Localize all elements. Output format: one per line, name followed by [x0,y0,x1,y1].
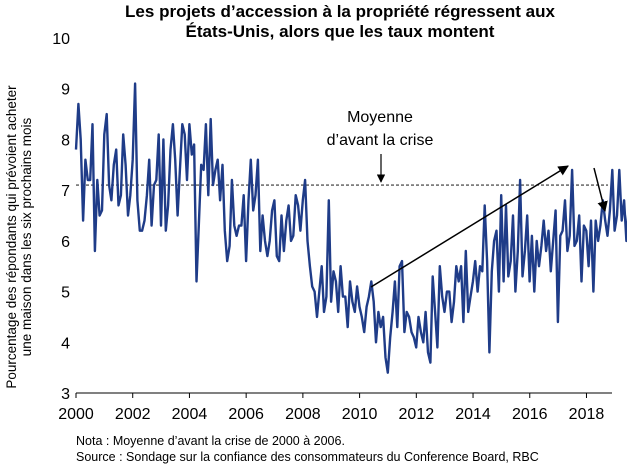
series-line [74,82,627,374]
y-tick-label: 7 [61,183,70,200]
source-text: Source : Sondage sur la confiance des co… [76,450,539,464]
y-tick-label: 6 [61,234,70,251]
x-tick-label: 2010 [342,406,378,423]
x-tick-label: 2004 [172,406,208,423]
x-tick-label: 2000 [58,406,94,423]
series-group [74,82,627,374]
annotation-group: Moyenne d’avant la crise [327,109,608,288]
y-tick-label: 5 [61,285,70,302]
chart-title: Les projets d’accession à la propriété r… [70,2,610,42]
annotation-text-line-1: Moyenne [347,109,413,126]
annotation-text-line-2: d’avant la crise [327,132,434,149]
axes: 3 4 5 6 7 8 9 10 2000 2002 2004 2006 2008 2010 2012 201… [52,31,612,423]
y-tick-label: 9 [61,82,70,99]
x-tick-label: 2012 [399,406,435,423]
x-tick-label: 2008 [285,406,321,423]
y-tick-label: 3 [61,386,70,403]
x-tick-label: 2002 [115,406,151,423]
y-tick-label: 4 [61,335,70,352]
chart-title-line-2: États-Unis, alors que les taux montent [185,22,495,41]
note-text: Nota : Moyenne d’avant la crise de 2000 … [76,434,345,448]
trend-arrow-down [593,167,608,213]
x-tick-label: 2014 [455,406,491,423]
x-tick-label: 2016 [512,406,548,423]
chart-title-line-1: Les projets d’accession à la propriété r… [125,2,555,21]
y-tick-label: 10 [52,31,70,48]
x-tick-label: 2006 [228,406,264,423]
y-tick-label: 8 [61,132,70,149]
x-tick-label: 2018 [569,406,605,423]
trend-arrow-up [370,165,569,288]
notes: Nota : Moyenne d’avant la crise de 2000 … [76,433,539,465]
